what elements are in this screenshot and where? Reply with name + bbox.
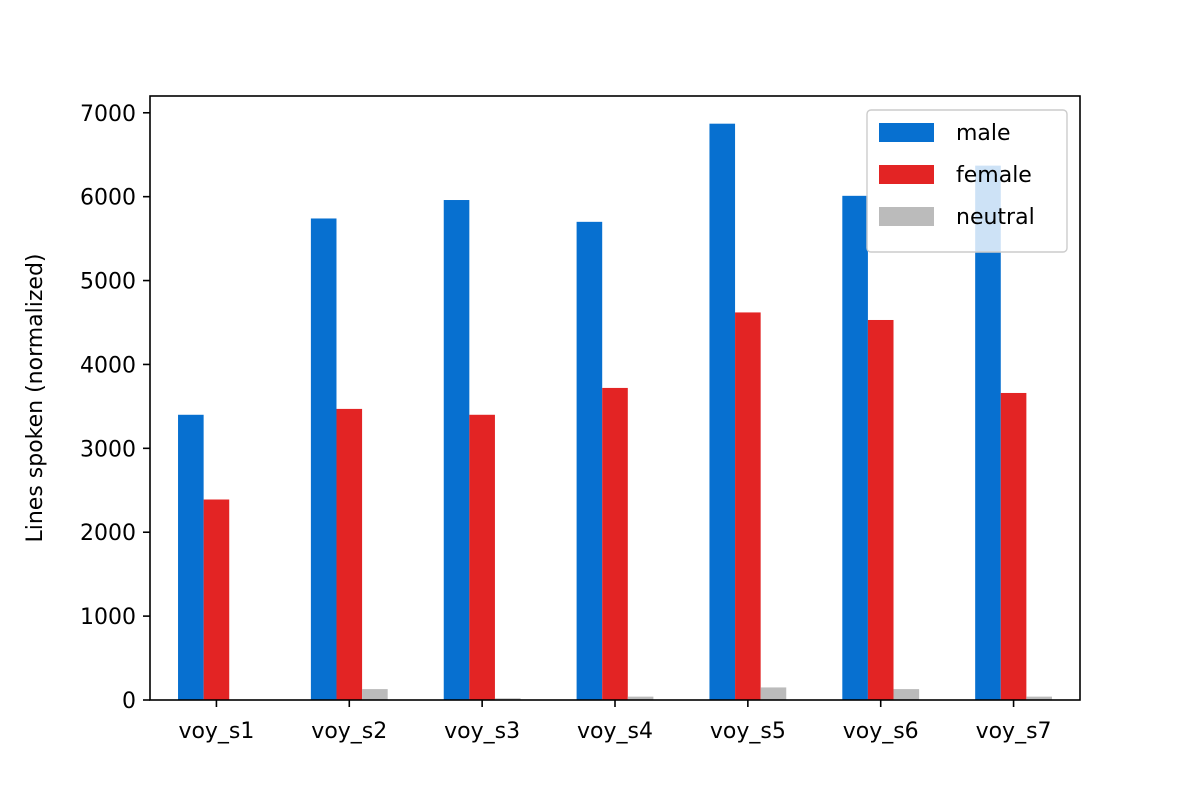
y-tick-label: 2000 [80,521,136,546]
bar-female-voy_s3 [469,414,495,700]
bar-male-voy_s2 [310,218,337,700]
bar-neutral-voy_s5 [760,687,787,700]
x-tick-label: voy_s7 [976,719,1052,744]
bar-female-voy_s4 [602,387,628,700]
bar-male-voy_s6 [842,195,868,701]
bar-female-voy_s1 [203,499,230,700]
bar-male-voy_s7 [975,165,1001,700]
bar-neutral-voy_s3 [494,698,521,700]
legend-label-neutral: neutral [956,205,1035,230]
legend-label-male: male [956,121,1011,146]
x-tick-label: voy_s6 [843,719,919,744]
x-tick-label: voy_s1 [178,719,254,744]
bar-neutral-voy_s7 [1026,696,1052,700]
bar-male-voy_s1 [178,414,204,700]
y-tick-label: 7000 [80,102,136,127]
bar-female-voy_s7 [1000,392,1027,700]
bar-female-voy_s5 [735,312,761,700]
y-axis-title: Lines spoken (normalized) [23,253,48,542]
bar-neutral-voy_s4 [627,696,654,700]
legend: male female neutral [866,109,1068,253]
x-tick-label: voy_s4 [577,719,653,744]
bar-male-voy_s3 [443,200,470,700]
bar-neutral-voy_s2 [362,689,388,700]
legend-swatch-female [879,165,934,184]
x-axis: voy_s1 voy_s2 voy_s3 voy_s4 voy_s5 voy_s6 voy_… [178,700,1052,744]
legend-swatch-male [879,123,934,142]
bar-male-voy_s5 [709,123,736,700]
x-tick-label: voy_s3 [444,719,520,744]
plot-frame [149,95,1081,701]
bar-male-voy_s4 [576,221,603,701]
y-tick-label: 3000 [80,437,136,462]
y-tick-label: 6000 [80,186,136,211]
x-tick-label: voy_s5 [710,719,786,744]
legend-label-female: female [956,163,1032,188]
bar-female-voy_s6 [867,319,894,700]
y-tick-label: 5000 [80,270,136,295]
y-axis: 0 1000 2000 3000 4000 5000 6000 7000 [80,102,150,714]
y-tick-label: 4000 [80,353,136,378]
x-tick-label: voy_s2 [311,719,387,744]
bar-neutral-voy_s6 [893,689,920,700]
y-tick-label: 0 [122,689,136,714]
legend-swatch-neutral [879,207,934,226]
plot-area [178,123,1052,701]
y-tick-label: 1000 [80,605,136,630]
bar-female-voy_s2 [336,408,363,700]
